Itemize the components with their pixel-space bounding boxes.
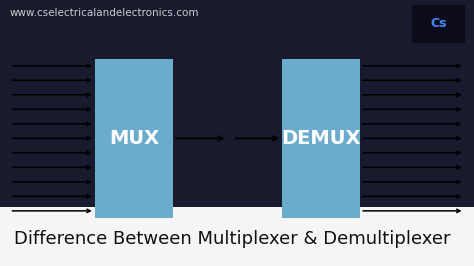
Text: DEMUX: DEMUX [282,129,361,148]
Bar [0,0,474,218]
Bar [0,207,474,266]
Bar [282,59,360,218]
Bar [412,5,465,43]
Text: Cs: Cs [430,18,447,30]
Bar [95,59,173,218]
Text: www.cselectricalandelectronics.com: www.cselectricalandelectronics.com [9,8,199,18]
Text: Difference Between Multiplexer & Demultiplexer: Difference Between Multiplexer & Demulti… [14,230,451,248]
Text: MUX: MUX [109,129,159,148]
